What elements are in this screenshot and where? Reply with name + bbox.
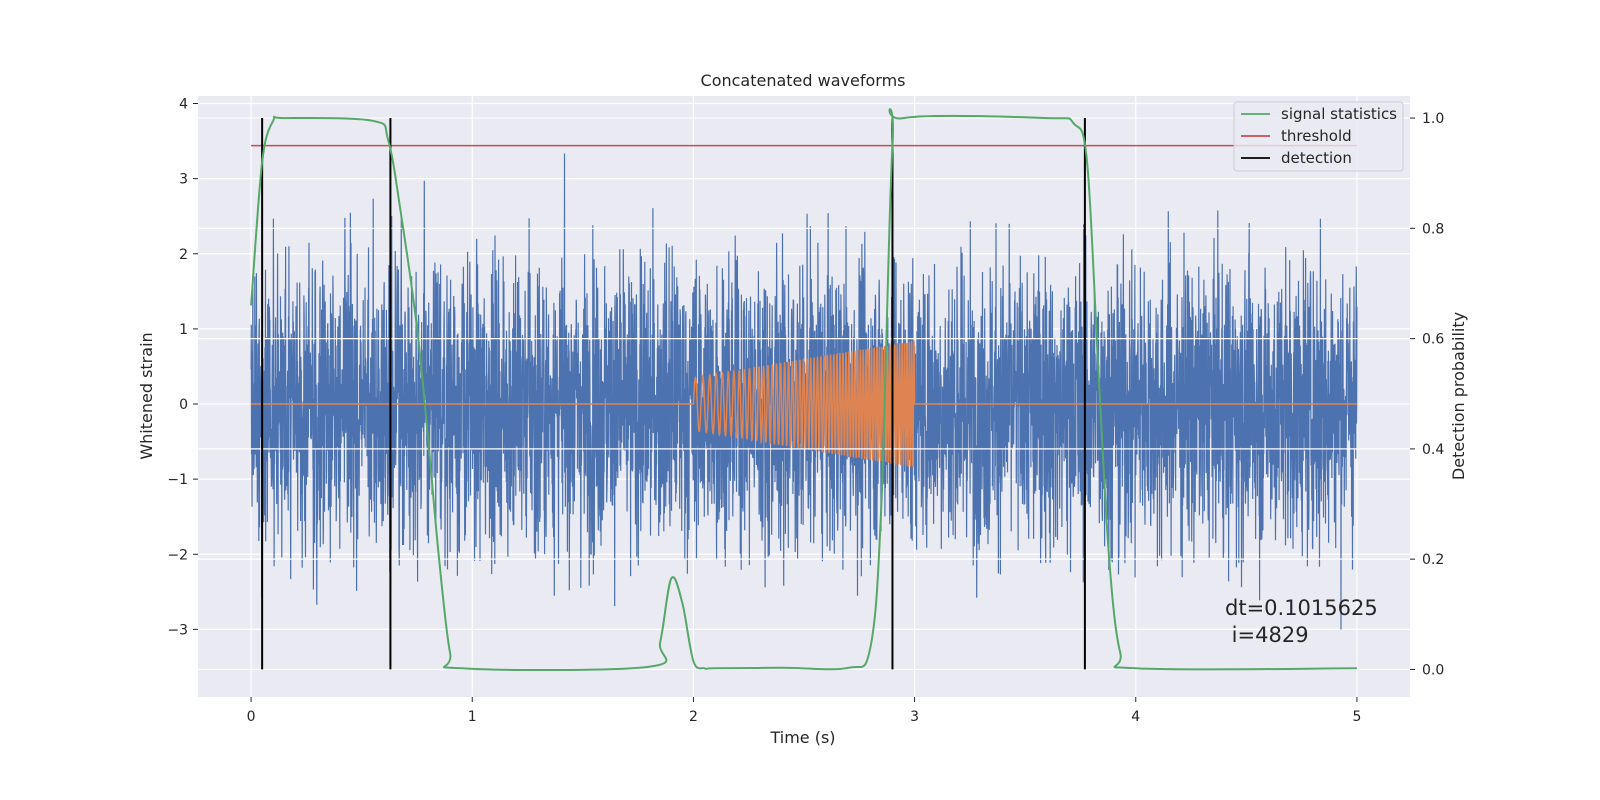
y-left-tick-label: 4 bbox=[179, 97, 188, 113]
x-tick-label: 1 bbox=[468, 709, 477, 725]
legend: signal statistics threshold detection bbox=[1234, 102, 1403, 171]
annotation-i: i=4829 bbox=[1225, 623, 1309, 647]
chart-title: Concatenated waveforms bbox=[701, 71, 906, 90]
y-right-tick-label: 0.0 bbox=[1422, 662, 1444, 678]
y-axis-label-left: Whitened strain bbox=[137, 332, 156, 459]
y-left-tick-label: 1 bbox=[179, 322, 188, 338]
y-left-tick-label: −1 bbox=[167, 472, 188, 488]
y-right-tick-label: 0.6 bbox=[1422, 332, 1444, 348]
y-right-tick-label: 0.8 bbox=[1422, 221, 1444, 237]
legend-label-signal-statistics: signal statistics bbox=[1281, 105, 1397, 123]
y-left-tick-label: 2 bbox=[179, 247, 188, 263]
x-tick-label: 4 bbox=[1131, 709, 1140, 725]
x-tick-label: 0 bbox=[247, 709, 256, 725]
x-tick-label: 5 bbox=[1352, 709, 1361, 725]
y-right-tick-label: 0.4 bbox=[1422, 442, 1444, 458]
legend-label-threshold: threshold bbox=[1281, 127, 1352, 145]
x-axis-label: Time (s) bbox=[769, 728, 835, 747]
y-left-tick-label: −3 bbox=[167, 622, 188, 638]
y-left-tick-label: 0 bbox=[179, 397, 188, 413]
y-axis-label-right: Detection probability bbox=[1449, 312, 1468, 480]
x-tick-label: 3 bbox=[910, 709, 919, 725]
y-left-tick-label: 3 bbox=[179, 172, 188, 188]
y-left-tick-label: −2 bbox=[167, 547, 188, 563]
chart: 0 1 2 3 4 5 −3 −2 −1 0 1 2 3 4 0.0 0.2 0.4 0.6 0.8 1.0 Conc… bbox=[0, 0, 1600, 800]
legend-label-detection: detection bbox=[1281, 149, 1352, 167]
y-right-tick-label: 1.0 bbox=[1422, 111, 1444, 127]
annotation-dt: dt=0.1015625 bbox=[1225, 596, 1378, 620]
y-right-tick-label: 0.2 bbox=[1422, 552, 1444, 568]
x-tick-label: 2 bbox=[689, 709, 698, 725]
